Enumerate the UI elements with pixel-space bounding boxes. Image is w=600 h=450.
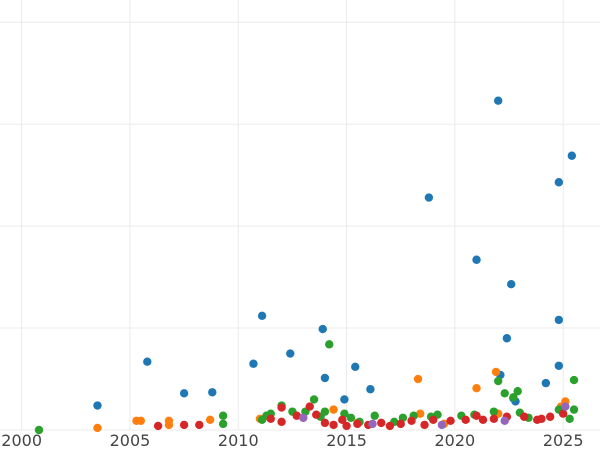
data-point-series2-14 [346,413,356,422]
data-point-series0-20 [541,378,551,388]
data-point-series0-13 [472,255,481,264]
data-point-series0-21 [554,361,564,370]
data-point-series1-8 [329,405,338,414]
data-point-series3-15 [377,418,386,428]
data-point-series3-1 [179,420,189,430]
data-point-series3-22 [461,415,470,425]
data-point-series1-2 [136,416,145,426]
data-point-series0-6 [286,349,295,358]
data-point-series1-4 [164,420,174,430]
data-point-series2-26 [500,389,509,398]
vertical-gridlines [21,0,564,430]
data-point-series0-11 [366,385,375,394]
data-point-series2-12 [325,340,334,349]
data-point-series2-11 [320,407,330,416]
data-point-series1-5 [205,415,215,425]
data-point-series0-16 [502,334,512,343]
x-tick-label-2025: 2025 [543,431,584,450]
data-point-series3-10 [329,420,338,430]
data-point-series3-12 [342,421,351,431]
horizontal-gridlines [0,21,600,431]
data-point-series2-27 [509,393,518,402]
data-point-series0-0 [93,401,102,410]
data-point-series2-24 [489,407,499,416]
data-point-series3-24 [478,415,488,425]
data-point-series4-2 [437,420,447,430]
data-point-series0-22 [554,315,564,325]
data-point-series0-17 [506,280,516,289]
data-point-series1-13 [472,384,481,393]
data-point-series0-3 [208,388,217,397]
data-point-series3-5 [277,403,286,412]
data-point-series3-3 [266,414,275,423]
data-point-series0-4 [249,359,258,368]
data-point-series3-0 [153,421,163,431]
x-tick-label-2005: 2005 [110,431,151,450]
data-point-series0-9 [340,395,349,404]
data-point-series3-20 [429,415,438,425]
data-points [34,96,579,435]
data-point-series3-29 [537,414,546,423]
data-point-series2-9 [309,395,319,404]
data-point-series0-12 [424,193,434,202]
data-point-series3-30 [545,412,555,421]
data-point-series3-8 [312,410,321,419]
data-point-series3-23 [472,411,481,420]
x-axis-tick-labels: 2000 2005 2010 2015 2020 2025 [1,431,583,450]
data-point-series2-34 [569,375,579,385]
data-point-series3-19 [420,420,429,430]
data-point-series3-6 [292,411,301,420]
x-tick-label-2020: 2020 [435,431,476,450]
data-point-series4-3 [500,416,509,426]
data-point-series0-7 [318,324,327,334]
data-point-series1-11 [416,409,425,418]
data-point-series3-18 [407,416,416,426]
data-point-series2-25 [493,376,503,386]
data-point-series0-23 [554,178,564,187]
data-point-series0-8 [320,373,330,383]
x-tick-label-2015: 2015 [326,431,367,450]
data-point-series3-11 [338,415,347,425]
data-point-series3-2 [195,420,204,430]
data-point-series2-32 [565,414,574,423]
data-point-series4-4 [561,402,570,411]
data-point-series0-2 [179,389,189,398]
data-point-series1-10 [413,374,423,384]
x-tick-label-2010: 2010 [218,431,259,450]
data-point-series3-31 [558,409,568,418]
data-point-series2-2 [218,411,228,420]
data-point-series3-25 [489,414,499,423]
data-point-series3-27 [519,412,529,421]
data-point-series3-13 [353,419,362,429]
data-point-series0-1 [143,357,152,366]
data-point-series4-0 [299,413,308,422]
data-point-series3-17 [396,419,405,429]
data-point-series3-4 [277,417,286,427]
data-point-series3-7 [305,402,314,411]
data-point-series2-33 [569,405,579,414]
data-point-series4-1 [368,419,377,429]
data-point-series2-28 [513,387,522,396]
data-point-series1-0 [93,423,102,433]
data-point-series0-5 [257,311,267,321]
data-point-series0-10 [351,362,360,371]
data-point-series3-9 [320,418,330,428]
data-point-series0-24 [567,151,577,160]
data-point-series2-1 [218,419,228,429]
x-tick-label-2000: 2000 [1,431,42,450]
data-point-series1-14 [491,367,501,377]
data-point-series3-21 [446,416,455,426]
data-point-series2-16 [370,411,379,420]
data-point-series0-14 [493,96,503,105]
data-point-series3-16 [385,421,395,431]
data-point-series2-0 [34,425,44,435]
